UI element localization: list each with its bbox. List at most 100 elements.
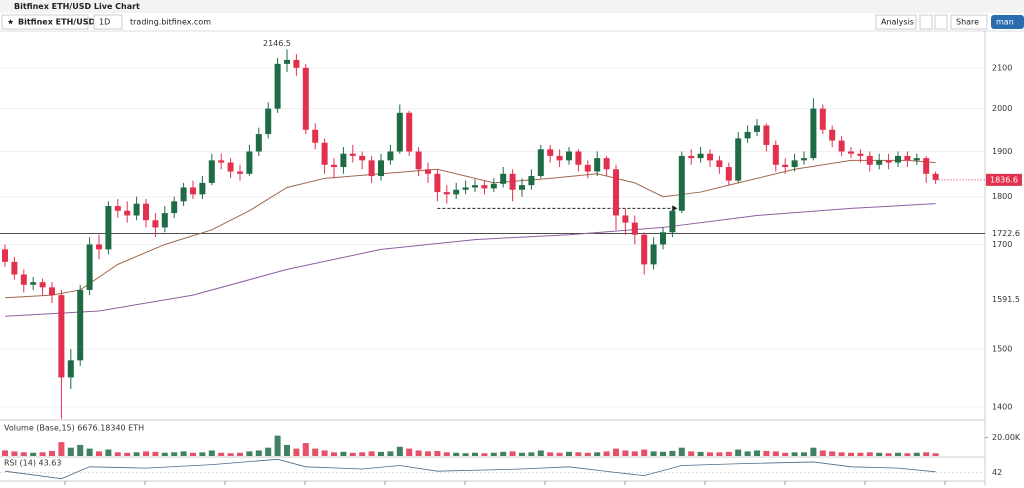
candle-body (190, 187, 196, 195)
rsi-title: RSI (14) 43.63 (4, 459, 61, 468)
candle-body (594, 158, 601, 172)
volume-bar (302, 443, 309, 456)
last-price-tag (986, 173, 1022, 186)
candle-body (199, 182, 206, 195)
candle-body (744, 131, 751, 139)
candle-body (669, 210, 676, 233)
candle-body (67, 360, 74, 378)
volume-bar (810, 447, 817, 456)
y-tick-label: 2000 (992, 104, 1012, 113)
volume-bar (481, 453, 488, 456)
moving-average (4, 159, 936, 299)
volume-bar (500, 451, 507, 456)
volume-bar (744, 451, 751, 456)
volume-bar (772, 451, 779, 456)
volume-bar (255, 450, 262, 456)
volume-bar (67, 447, 74, 456)
share[interactable]: Share (956, 18, 979, 27)
candle-body (443, 192, 450, 195)
candle-body (331, 164, 337, 168)
title-bar (0, 0, 1024, 13)
y-tick-label: 1700 (992, 240, 1012, 249)
volume-bar (20, 452, 27, 456)
measure-arrow (672, 205, 678, 212)
candle-body (584, 164, 591, 172)
volume-bar (791, 452, 798, 456)
analysis-button[interactable] (875, 14, 917, 30)
volume-bar (913, 452, 920, 456)
draw-button[interactable] (934, 14, 948, 30)
candle-body (631, 222, 638, 235)
candle-body (312, 129, 319, 143)
candle-body (246, 151, 253, 174)
candle-body (30, 282, 37, 285)
volume-bar (387, 451, 394, 456)
candle-body (791, 160, 798, 168)
share-button[interactable] (950, 14, 988, 30)
candle-body (782, 164, 789, 168)
volume-bar (885, 453, 892, 456)
volume-bar (575, 452, 582, 456)
source-link[interactable]: trading.bitfinex.com (130, 18, 211, 27)
star[interactable]: ★ (7, 18, 14, 27)
symbol[interactable]: Bitfinex ETH/USD (18, 18, 95, 27)
candle-body (86, 244, 93, 290)
volume-bar (622, 450, 629, 456)
interval[interactable]: 1D (99, 18, 110, 27)
volume-bar (143, 451, 149, 456)
volume-bar (613, 448, 619, 456)
analysis[interactable]: Analysis (881, 18, 914, 27)
volume-bar (537, 450, 544, 456)
volume-bar (96, 451, 102, 456)
volume-bar (829, 451, 836, 456)
y-tick-label: 1500 (992, 345, 1012, 354)
volume-bar (274, 435, 281, 456)
volume-bar (246, 451, 253, 456)
volume-bar (716, 452, 723, 456)
candle-body (500, 173, 507, 184)
volume-bar (857, 452, 864, 456)
interval-button[interactable] (93, 14, 123, 30)
volume-bar (688, 451, 695, 456)
candle-body (519, 185, 525, 190)
volume-bar (396, 446, 403, 456)
volume-bar (114, 452, 121, 456)
candle-body (547, 149, 554, 156)
volume-bar (312, 448, 319, 456)
volume-bar (678, 447, 685, 456)
volume-bar (237, 452, 243, 456)
candle-body (923, 158, 930, 174)
candle-body (848, 151, 854, 154)
volume-bar (30, 452, 37, 456)
candle-body (556, 155, 563, 161)
volume-bar (152, 451, 159, 456)
volume-bar (763, 450, 770, 456)
candle-body (613, 169, 619, 216)
candle-body (885, 160, 892, 163)
candle-body (20, 274, 27, 285)
layout-button[interactable] (919, 14, 933, 30)
candle-body (829, 129, 836, 141)
volume-bar (368, 451, 375, 456)
volume-bar (415, 450, 422, 456)
volume-bar (801, 452, 807, 456)
rsi-line (4, 458, 936, 480)
candle-body (171, 201, 178, 214)
candle-body (895, 155, 901, 163)
y-tick-label: 42 (992, 468, 1002, 477)
candle-body (810, 108, 817, 159)
volume-bar (932, 453, 939, 456)
user[interactable]: man (996, 18, 1014, 27)
user-button[interactable] (991, 15, 1024, 29)
y-tick-label: 1400 (992, 402, 1012, 411)
symbol-button[interactable] (1, 14, 89, 30)
y-tick-label: 1800 (992, 192, 1012, 201)
y-tick-label: 20.00K (992, 433, 1021, 442)
candle-body (208, 160, 215, 183)
volume-bar (39, 452, 46, 456)
volume-bar (631, 451, 638, 456)
candle-body (284, 59, 290, 64)
volume-bar (707, 452, 713, 456)
candle-body (11, 261, 18, 275)
candle-body (801, 158, 807, 161)
